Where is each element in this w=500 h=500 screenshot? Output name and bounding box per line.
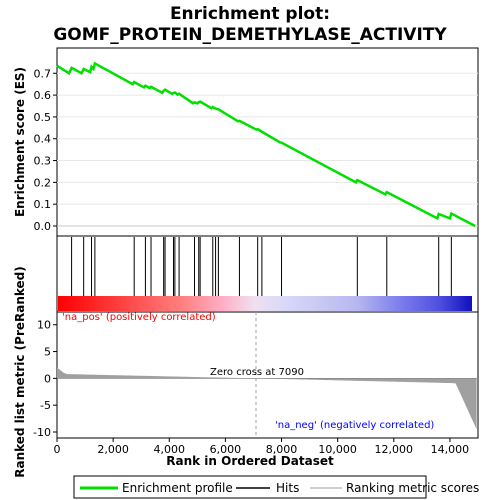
zero-cross-label: Zero cross at 7090 xyxy=(210,367,304,378)
metric-panel-frame xyxy=(56,311,479,439)
legend-enrichment-label: Enrichment profile xyxy=(122,481,233,495)
x-tick-label: 6,000 xyxy=(210,443,242,456)
metric-tick-label: -5 xyxy=(40,399,51,412)
es-tick-label: 0.4 xyxy=(34,133,52,146)
legend-box xyxy=(73,475,427,499)
metric-axis-label: Ranked list metric (PreRanked) xyxy=(13,266,27,478)
chart-title-line2: GOMF_PROTEIN_DEMETHYLASE_ACTIVITY xyxy=(53,25,447,45)
positive-correlation-label: 'na_pos' (positively correlated) xyxy=(62,312,216,323)
enrichment-profile-line xyxy=(56,61,476,228)
x-tick-label: 14,000 xyxy=(431,443,470,456)
legend-metric-label: Ranking metric scores xyxy=(346,481,479,495)
hit-markers xyxy=(71,237,452,296)
es-axis-label: Enrichment score (ES) xyxy=(13,67,27,217)
x-tick-label: 2,000 xyxy=(97,443,129,456)
es-tick-label: 0.3 xyxy=(34,155,52,168)
x-tick-label: 8,000 xyxy=(266,443,298,456)
es-tick-label: 0.6 xyxy=(34,89,52,102)
es-axis-ticks: 0.0 0.1 0.2 0.3 0.4 0.5 0.6 0.7 xyxy=(34,67,57,233)
x-tick-label: 0 xyxy=(54,443,61,456)
x-tick-label: 4,000 xyxy=(154,443,186,456)
rank-color-bar xyxy=(58,296,472,311)
x-tick-label: 12,000 xyxy=(375,443,414,456)
x-tick-label: 10,000 xyxy=(318,443,357,456)
metric-axis-ticks: 10 5 0 -5 -10 xyxy=(33,319,478,439)
x-axis-ticks: 0 2,000 4,000 6,000 8,000 10,000 12,000 14,000 xyxy=(54,438,470,456)
es-tick-label: 0.1 xyxy=(34,198,52,211)
es-gridlines xyxy=(57,72,478,227)
es-tick-label: 0.0 xyxy=(34,220,52,233)
metric-tick-label: 10 xyxy=(37,319,51,332)
x-axis-label: Rank in Ordered Dataset xyxy=(166,454,334,468)
chart-title-line1: Enrichment plot: xyxy=(170,4,330,24)
metric-tick-label: -10 xyxy=(33,426,51,439)
es-tick-label: 0.2 xyxy=(34,176,52,189)
es-tick-label: 0.5 xyxy=(34,111,52,124)
legend-hits-label: Hits xyxy=(276,481,299,495)
metric-tick-label: 0 xyxy=(44,372,51,385)
es-tick-label: 0.7 xyxy=(34,67,52,80)
metric-tick-label: 5 xyxy=(44,346,51,359)
negative-correlation-label: 'na_neg' (negatively correlated) xyxy=(275,420,434,431)
